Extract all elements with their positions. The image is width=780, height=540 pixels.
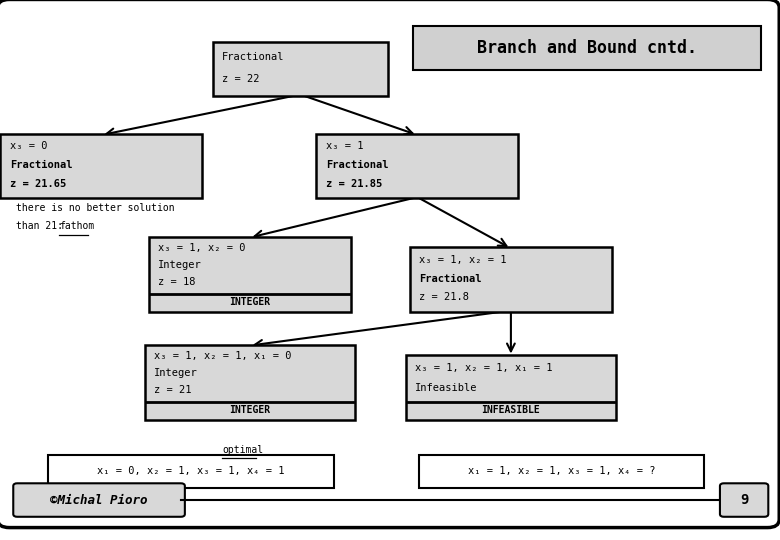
Text: Fractional: Fractional — [420, 273, 482, 284]
Text: Fractional: Fractional — [222, 52, 285, 62]
Text: fathom: fathom — [59, 221, 94, 231]
FancyBboxPatch shape — [1, 134, 203, 198]
Text: INTEGER: INTEGER — [229, 298, 270, 307]
FancyBboxPatch shape — [720, 483, 768, 517]
Text: x₁ = 1, x₂ = 1, x₃ = 1, x₄ = ?: x₁ = 1, x₂ = 1, x₃ = 1, x₄ = ? — [468, 466, 655, 476]
Text: x₃ = 1, x₂ = 0: x₃ = 1, x₂ = 0 — [158, 243, 246, 253]
Text: z = 22: z = 22 — [222, 74, 260, 84]
Text: than 21:: than 21: — [16, 221, 69, 231]
Text: Integer: Integer — [158, 260, 202, 270]
FancyBboxPatch shape — [406, 355, 616, 420]
Text: INTEGER: INTEGER — [229, 406, 270, 415]
Text: x₁ = 0, x₂ = 1, x₃ = 1, x₄ = 1: x₁ = 0, x₂ = 1, x₃ = 1, x₄ = 1 — [98, 466, 285, 476]
Text: optimal: optimal — [222, 444, 264, 455]
Text: z = 21.65: z = 21.65 — [10, 179, 66, 189]
Text: Infeasible: Infeasible — [415, 383, 478, 393]
Text: x₃ = 1, x₂ = 1, x₁ = 1: x₃ = 1, x₂ = 1, x₁ = 1 — [415, 363, 553, 373]
Text: there is no better solution: there is no better solution — [16, 203, 174, 213]
FancyBboxPatch shape — [48, 455, 334, 488]
Text: x₃ = 0: x₃ = 0 — [10, 141, 48, 151]
Text: z = 21.8: z = 21.8 — [420, 292, 470, 302]
Text: 9: 9 — [740, 493, 748, 507]
FancyBboxPatch shape — [419, 455, 704, 488]
Text: Branch and Bound cntd.: Branch and Bound cntd. — [477, 39, 697, 57]
Text: ©Michal Pioro: ©Michal Pioro — [50, 494, 148, 507]
Text: x₃ = 1: x₃ = 1 — [326, 141, 363, 151]
Text: x₃ = 1, x₂ = 1: x₃ = 1, x₂ = 1 — [420, 255, 507, 265]
Text: Fractional: Fractional — [326, 160, 388, 170]
Text: Fractional: Fractional — [10, 160, 73, 170]
Text: z = 21.85: z = 21.85 — [326, 179, 382, 189]
Text: x₃ = 1, x₂ = 1, x₁ = 0: x₃ = 1, x₂ = 1, x₁ = 0 — [154, 351, 292, 361]
Text: Integer: Integer — [154, 368, 198, 378]
FancyBboxPatch shape — [413, 26, 760, 70]
FancyBboxPatch shape — [145, 345, 354, 420]
FancyBboxPatch shape — [13, 483, 185, 517]
Text: z = 21: z = 21 — [154, 385, 192, 395]
FancyBboxPatch shape — [317, 134, 519, 198]
FancyBboxPatch shape — [213, 42, 388, 96]
FancyBboxPatch shape — [148, 237, 351, 312]
Text: INFEASIBLE: INFEASIBLE — [481, 406, 541, 415]
Text: z = 18: z = 18 — [158, 277, 196, 287]
FancyBboxPatch shape — [410, 247, 612, 312]
FancyBboxPatch shape — [0, 0, 779, 528]
